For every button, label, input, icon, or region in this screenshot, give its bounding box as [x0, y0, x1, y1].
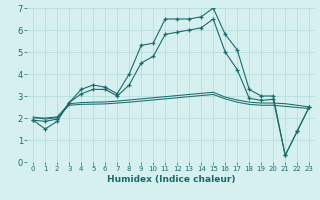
X-axis label: Humidex (Indice chaleur): Humidex (Indice chaleur): [107, 175, 236, 184]
